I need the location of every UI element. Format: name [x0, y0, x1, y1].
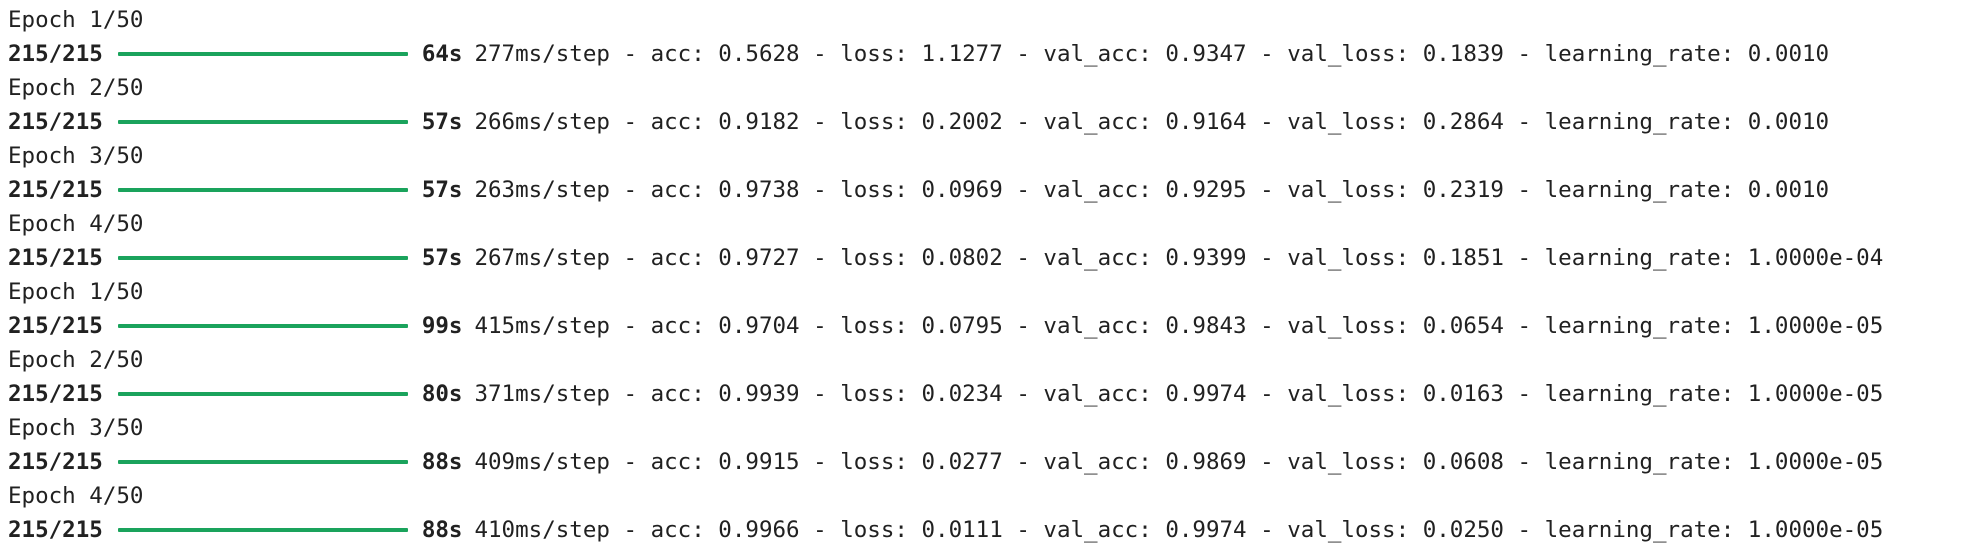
step-count: 215/215: [8, 177, 103, 203]
step-count: 215/215: [8, 41, 103, 67]
elapsed-time: 99s: [421, 313, 463, 339]
epoch-header: Epoch 2/50: [8, 71, 1968, 105]
progress-bar: [117, 188, 408, 192]
step-count: 215/215: [8, 381, 103, 407]
progress-line: 215/215 88s 409ms/step - acc: 0.9915 - los…: [8, 445, 1968, 479]
step-count: 215/215: [8, 449, 103, 475]
epoch-metrics: 266ms/step - acc: 0.9182 - loss: 0.2002 …: [474, 109, 1830, 135]
epoch-label: Epoch 4/50: [8, 483, 144, 509]
step-count: 215/215: [8, 245, 103, 271]
progress-line: 215/215 57s 263ms/step - acc: 0.9738 - los…: [8, 173, 1968, 207]
epoch-metrics: 371ms/step - acc: 0.9939 - loss: 0.0234 …: [474, 381, 1884, 407]
epoch-header: Epoch 2/50: [8, 343, 1968, 377]
progress-bar: [117, 528, 408, 532]
epoch-header: Epoch 3/50: [8, 411, 1968, 445]
progress-line: 215/215 99s 415ms/step - acc: 0.9704 - los…: [8, 309, 1968, 343]
progress-bar: [117, 392, 408, 396]
elapsed-time: 57s: [421, 245, 463, 271]
epoch-label: Epoch 3/50: [8, 415, 144, 441]
progress-bar: [117, 256, 408, 260]
epoch-label: Epoch 4/50: [8, 211, 144, 237]
epoch-header: Epoch 1/50: [8, 275, 1968, 309]
epoch-label: Epoch 2/50: [8, 75, 144, 101]
elapsed-time: 80s: [421, 381, 463, 407]
epoch-header: Epoch 4/50: [8, 479, 1968, 513]
epoch-metrics: 410ms/step - acc: 0.9966 - loss: 0.0111 …: [474, 517, 1884, 543]
elapsed-time: 57s: [421, 109, 463, 135]
epoch-header: Epoch 1/50: [8, 3, 1968, 37]
progress-bar: [117, 460, 408, 464]
epoch-label: Epoch 1/50: [8, 279, 144, 305]
progress-line: 215/215 57s 266ms/step - acc: 0.9182 - los…: [8, 105, 1968, 139]
progress-line: 215/215 64s 277ms/step - acc: 0.5628 - los…: [8, 37, 1968, 71]
progress-line: 215/215 88s 410ms/step - acc: 0.9966 - los…: [8, 513, 1968, 547]
epoch-metrics: 267ms/step - acc: 0.9727 - loss: 0.0802 …: [474, 245, 1884, 271]
elapsed-time: 88s: [421, 449, 463, 475]
elapsed-time: 64s: [421, 41, 463, 67]
epoch-metrics: 263ms/step - acc: 0.9738 - loss: 0.0969 …: [474, 177, 1830, 203]
epoch-header: Epoch 4/50: [8, 207, 1968, 241]
elapsed-time: 57s: [421, 177, 463, 203]
epoch-metrics: 277ms/step - acc: 0.5628 - loss: 1.1277 …: [474, 41, 1830, 67]
progress-bar: [117, 324, 408, 328]
progress-line: 215/215 80s 371ms/step - acc: 0.9939 - los…: [8, 377, 1968, 411]
progress-line: 215/215 57s 267ms/step - acc: 0.9727 - los…: [8, 241, 1968, 275]
elapsed-time: 88s: [421, 517, 463, 543]
progress-bar: [117, 120, 408, 124]
epoch-metrics: 409ms/step - acc: 0.9915 - loss: 0.0277 …: [474, 449, 1884, 475]
epoch-label: Epoch 3/50: [8, 143, 144, 169]
training-log: Epoch 1/50 215/215 64s 277ms/step - acc: 0…: [8, 3, 1968, 547]
epoch-metrics: 415ms/step - acc: 0.9704 - loss: 0.0795 …: [474, 313, 1884, 339]
step-count: 215/215: [8, 313, 103, 339]
epoch-label: Epoch 2/50: [8, 347, 144, 373]
progress-bar: [117, 52, 408, 56]
epoch-label: Epoch 1/50: [8, 7, 144, 33]
step-count: 215/215: [8, 517, 103, 543]
epoch-header: Epoch 3/50: [8, 139, 1968, 173]
step-count: 215/215: [8, 109, 103, 135]
